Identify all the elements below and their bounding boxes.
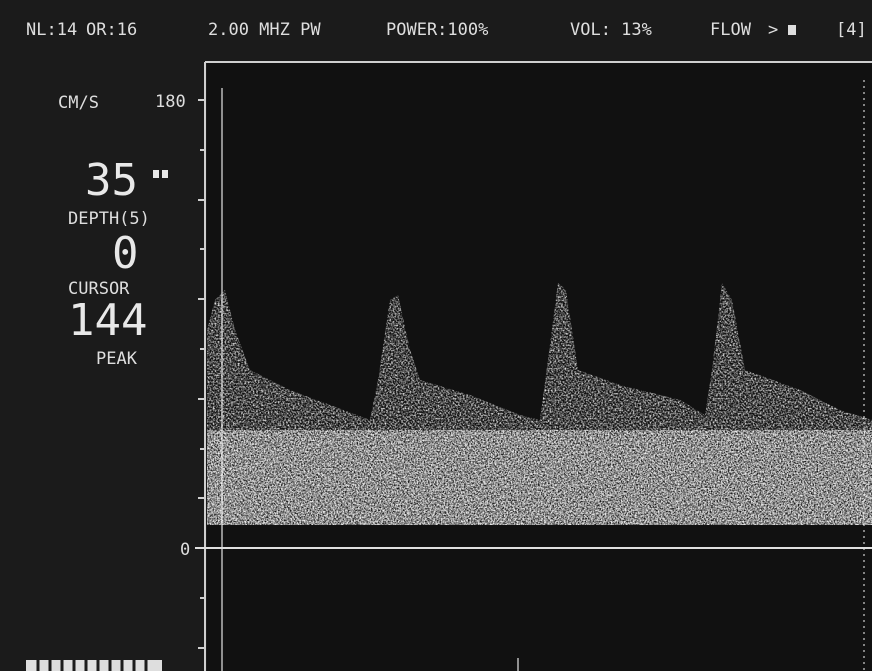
depth-value: 35 [85, 155, 138, 206]
status-power: POWER:100% [386, 20, 488, 40]
status-or: OR:16 [86, 20, 137, 40]
status-frequency: 2.00 MHZ PW [208, 20, 321, 40]
status-nl: NL:14 [26, 20, 77, 40]
depth-marker [153, 170, 159, 178]
depth-label: DEPTH(5) [68, 209, 150, 229]
status-volume: VOL: 13% [570, 20, 652, 40]
axis-max-label: 180 [155, 92, 186, 112]
velocity-axis [198, 61, 872, 671]
flow-indicator [788, 25, 796, 35]
spectrum-area [207, 62, 872, 671]
status-arrow: > [768, 20, 778, 40]
cursor-value: 0 [112, 228, 139, 279]
cursor-label: CURSOR [68, 279, 130, 299]
peak-label: PEAK [96, 349, 138, 369]
peak-value: 144 [68, 295, 147, 346]
scale-bar [26, 660, 162, 671]
velocity-unit: CM/S [58, 93, 99, 113]
status-flow: FLOW [710, 20, 752, 40]
status-channel: [4] [836, 20, 867, 40]
axis-zero-label: 0 [180, 540, 190, 560]
depth-marker [162, 170, 168, 178]
